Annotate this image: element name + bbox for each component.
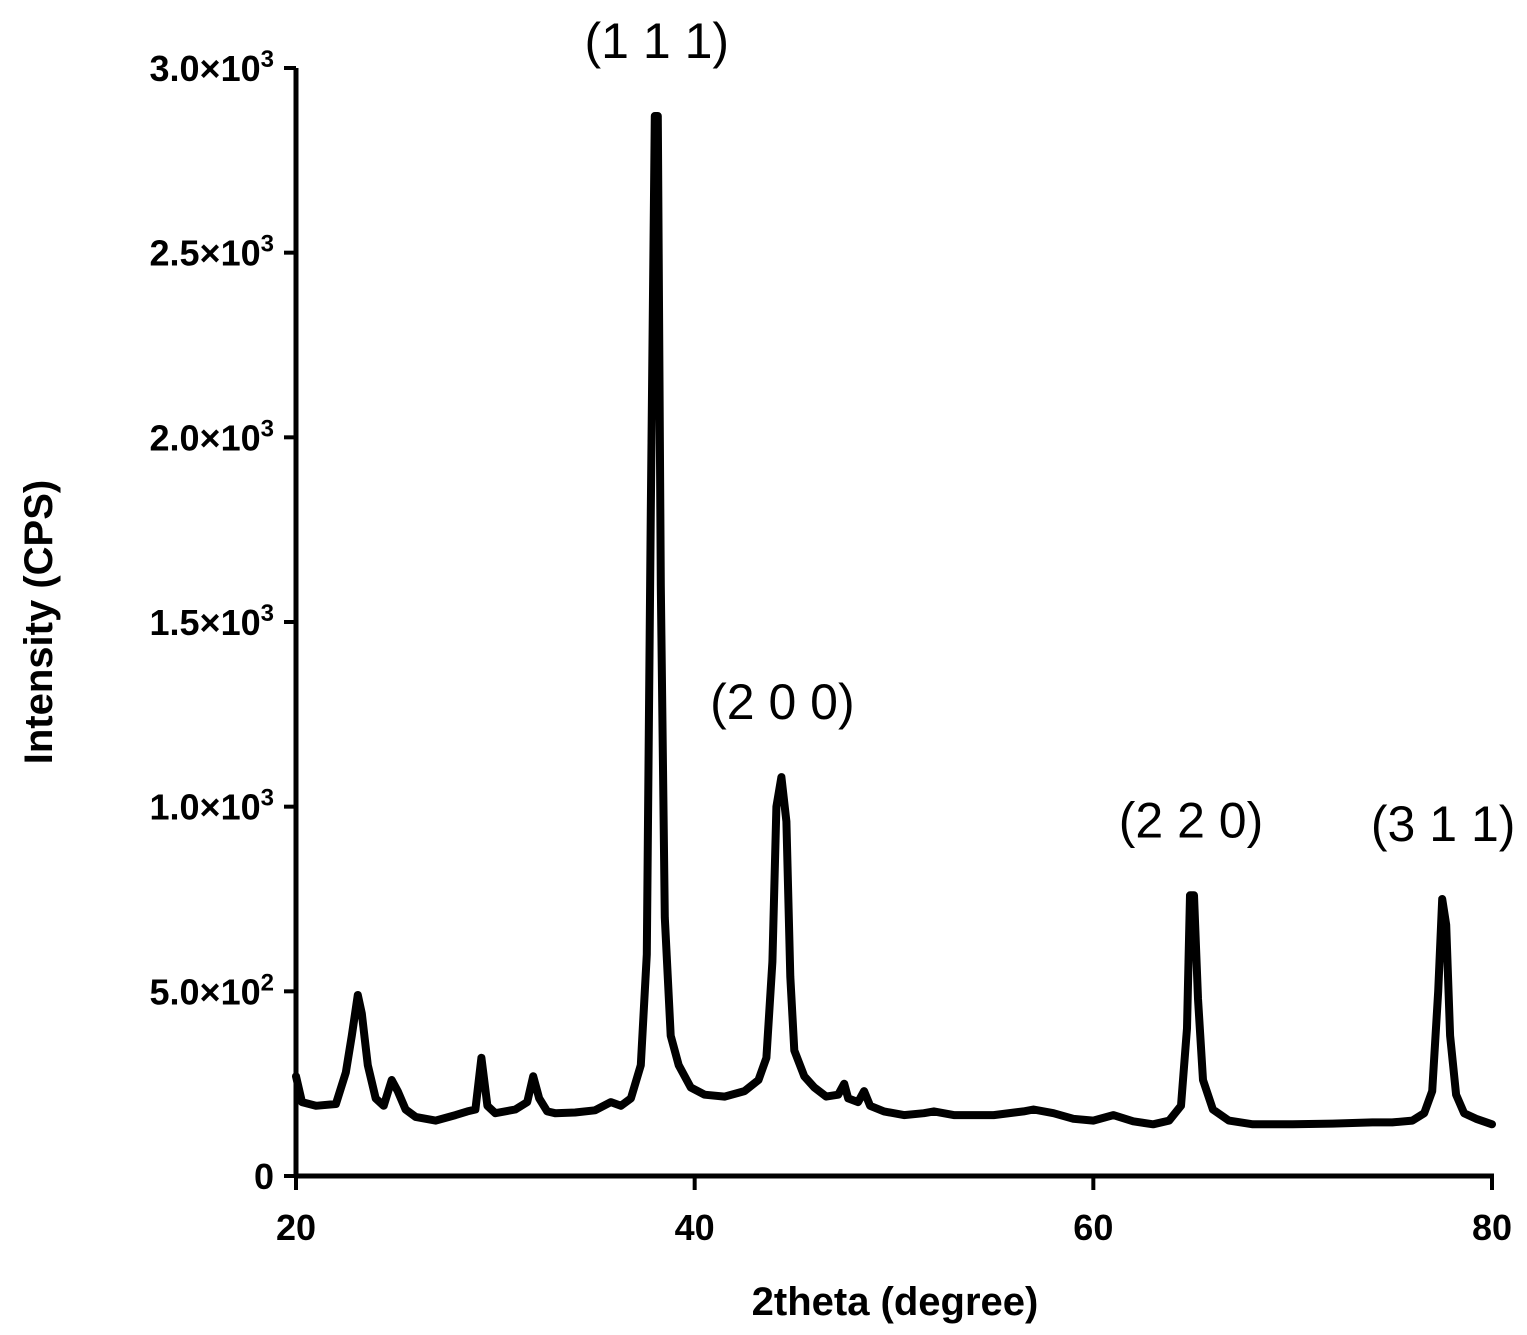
peak-label: (3 1 1) bbox=[1371, 796, 1516, 852]
y-tick-label: 1.0×103 bbox=[150, 785, 274, 828]
y-tick-label: 2.5×103 bbox=[150, 231, 274, 274]
y-axis-title: Intensity (CPS) bbox=[17, 480, 61, 764]
y-tick-label: 3.0×103 bbox=[150, 46, 274, 89]
y-tick-label: 2.0×103 bbox=[150, 415, 274, 458]
y-axis-ticks: 0 5.0×102 1.0×103 1.5×103 2.0×103 2.5×103 3.0×… bbox=[150, 46, 296, 1197]
x-tick-label: 80 bbox=[1472, 1207, 1512, 1248]
y-tick-label: 1.5×103 bbox=[150, 600, 274, 643]
x-tick-label: 40 bbox=[675, 1207, 715, 1248]
x-axis-ticks: 20 40 60 80 bbox=[276, 1176, 1512, 1248]
x-tick-label: 20 bbox=[276, 1207, 316, 1248]
data-layer bbox=[292, 112, 1496, 1129]
y-tick-label: 0 bbox=[254, 1156, 274, 1197]
peak-label: (2 2 0) bbox=[1119, 792, 1264, 848]
x-axis-title: 2theta (degree) bbox=[752, 1280, 1039, 1324]
series-line-0 bbox=[292, 112, 1496, 1129]
x-tick-label: 60 bbox=[1073, 1207, 1113, 1248]
peak-label: (2 0 0) bbox=[710, 674, 855, 730]
peak-label: (1 1 1) bbox=[585, 13, 730, 69]
peak-annotations: (1 1 1) (2 0 0) (2 2 0) (3 1 1) bbox=[585, 13, 1516, 852]
y-tick-label: 5.0×102 bbox=[150, 969, 274, 1012]
